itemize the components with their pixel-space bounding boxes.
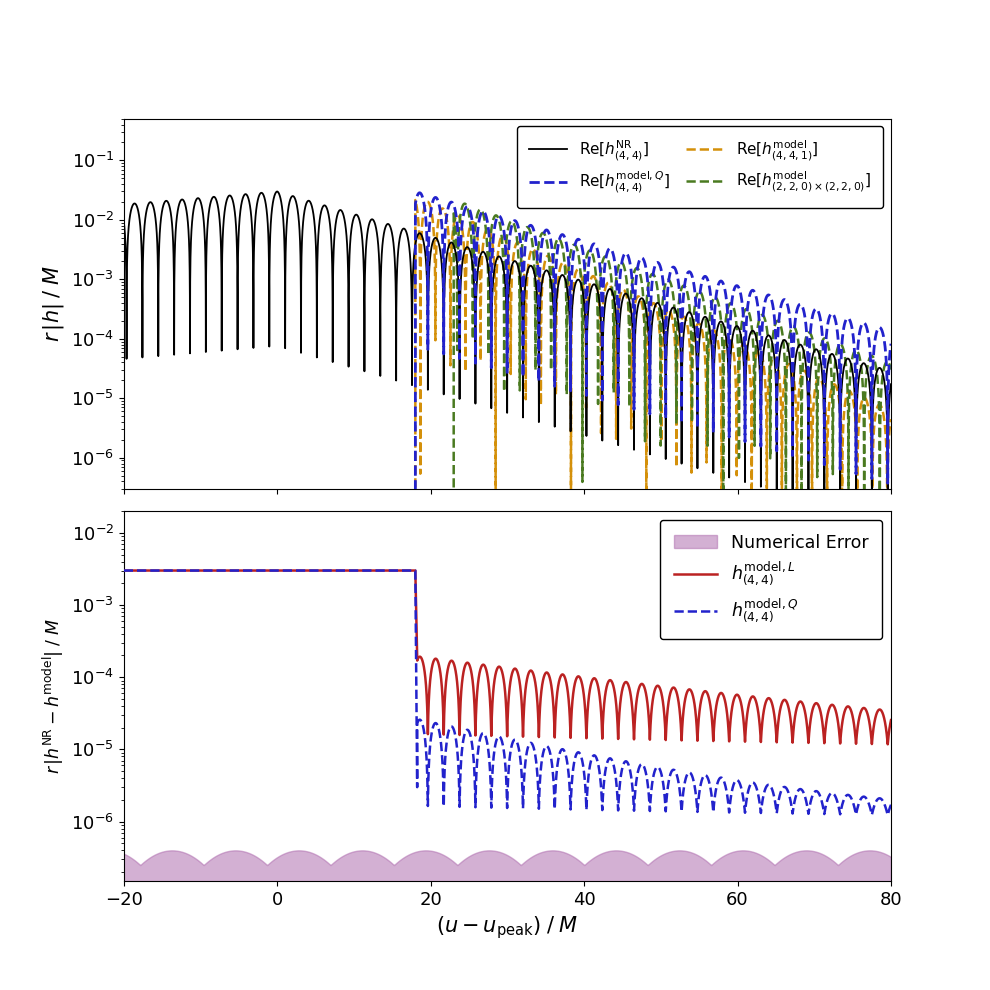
Line: $\mathrm{Re}[h^{\mathrm{NR}}_{(4,4)}]$: $\mathrm{Re}[h^{\mathrm{NR}}_{(4,4)}]$ <box>124 191 891 524</box>
$\mathrm{Re}[h^{\mathrm{model}}_{(2,2,0)\times(2,2,0)}]$ <box>522 221 534 233</box>
$h^{\mathrm{model},L}_{(4,4)}$ <box>885 714 897 726</box>
$\mathrm{Re}[h^{\mathrm{model}}_{(4,4,1)}]$ <box>584 275 596 287</box>
$\mathrm{Re}[h^{\mathrm{NR}}_{(4,4)}]$ <box>885 378 897 390</box>
$h^{\mathrm{model},Q}_{(4,4)}$ <box>522 742 534 754</box>
$\mathrm{Re}[h^{\mathrm{model},Q}_{(4,4)}]$ <box>522 225 534 237</box>
$\mathrm{Re}[h^{\mathrm{model},Q}_{(4,4)}]$ <box>511 217 523 229</box>
$h^{\mathrm{model},L}_{(4,4)}$ <box>584 681 596 693</box>
Line: $h^{\mathrm{model},L}_{(4,4)}$: $h^{\mathrm{model},L}_{(4,4)}$ <box>124 570 891 744</box>
$\mathrm{Re}[h^{\mathrm{model},Q}_{(4,4)}]$ <box>584 246 596 257</box>
$\mathrm{Re}[h^{\mathrm{NR}}_{(4,4)}]$ <box>584 286 596 298</box>
$h^{\mathrm{model},Q}_{(4,4)}$ <box>584 757 596 769</box>
$\mathrm{Re}[h^{\mathrm{model},Q}_{(4,4)}]$ <box>885 338 897 349</box>
$h^{\mathrm{model},L}_{(4,4)}$ <box>118 564 130 576</box>
$h^{\mathrm{model},Q}_{(4,4)}$ <box>316 564 328 576</box>
$h^{\mathrm{model},Q}_{(4,4)}$ <box>885 799 897 811</box>
$\mathrm{Re}[h^{\mathrm{model}}_{(4,4,1)}]$ <box>410 194 422 206</box>
$h^{\mathrm{model},Q}_{(4,4)}$ <box>232 564 244 576</box>
$h^{\mathrm{model},L}_{(4,4)}$ <box>158 564 170 576</box>
Line: $\mathrm{Re}[h^{\mathrm{model}}_{(4,4,1)}]$: $\mathrm{Re}[h^{\mathrm{model}}_{(4,4,1)… <box>124 200 891 990</box>
$\mathrm{Re}[h^{\mathrm{model}}_{(2,2,0)\times(2,2,0)}]$ <box>458 198 470 210</box>
Y-axis label: $r\,|h^{\mathrm{NR}} - h^{\mathrm{model}}|\;/\;M$: $r\,|h^{\mathrm{NR}} - h^{\mathrm{model}… <box>41 619 65 774</box>
$h^{\mathrm{model},L}_{(4,4)}$ <box>410 564 422 576</box>
Y-axis label: $r\,|h|\;/\;M$: $r\,|h|\;/\;M$ <box>41 265 65 343</box>
$\mathrm{Re}[h^{\mathrm{NR}}_{(4,4)}]$ <box>118 215 130 227</box>
X-axis label: $(u - u_{\mathrm{peak}})\;/\;M$: $(u - u_{\mathrm{peak}})\;/\;M$ <box>437 915 578 941</box>
Line: $\mathrm{Re}[h^{\mathrm{model},Q}_{(4,4)}]$: $\mathrm{Re}[h^{\mathrm{model},Q}_{(4,4)… <box>124 193 891 990</box>
$h^{\mathrm{model},L}_{(4,4)}$ <box>882 739 894 750</box>
$h^{\mathrm{model},Q}_{(4,4)}$ <box>882 809 894 821</box>
$\mathrm{Re}[h^{\mathrm{model}}_{(2,2,0)\times(2,2,0)}]$ <box>885 363 897 375</box>
$h^{\mathrm{model},L}_{(4,4)}$ <box>316 564 328 576</box>
$h^{\mathrm{model},Q}_{(4,4)}$ <box>410 564 422 576</box>
$\mathrm{Re}[h^{\mathrm{model}}_{(2,2,0)\times(2,2,0)}]$ <box>584 245 596 256</box>
$\mathrm{Re}[h^{\mathrm{NR}}_{(4,4)}]$ <box>158 197 170 209</box>
$\mathrm{Re}[h^{\mathrm{NR}}_{(4,4)}]$ <box>882 518 894 530</box>
Line: $\mathrm{Re}[h^{\mathrm{model}}_{(2,2,0)\times(2,2,0)}]$: $\mathrm{Re}[h^{\mathrm{model}}_{(2,2,0)… <box>124 204 891 990</box>
$h^{\mathrm{model},L}_{(4,4)}$ <box>232 564 244 576</box>
$h^{\mathrm{model},Q}_{(4,4)}$ <box>511 736 523 747</box>
$\mathrm{Re}[h^{\mathrm{NR}}_{(4,4)}]$ <box>232 344 244 355</box>
$\mathrm{Re}[h^{\mathrm{NR}}_{(4,4)}]$ <box>271 185 283 197</box>
$\mathrm{Re}[h^{\mathrm{model}}_{(4,4,1)}]$ <box>885 413 897 425</box>
Legend: Numerical Error, $h^{\mathrm{model},L}_{(4,4)}$, $h^{\mathrm{model},Q}_{(4,4)}$: Numerical Error, $h^{\mathrm{model},L}_{… <box>659 520 882 640</box>
$h^{\mathrm{model},L}_{(4,4)}$ <box>511 664 523 676</box>
$h^{\mathrm{model},Q}_{(4,4)}$ <box>118 564 130 576</box>
$\mathrm{Re}[h^{\mathrm{NR}}_{(4,4)}]$ <box>522 265 534 277</box>
$\mathrm{Re}[h^{\mathrm{NR}}_{(4,4)}]$ <box>511 256 523 268</box>
$\mathrm{Re}[h^{\mathrm{model},Q}_{(4,4)}]$ <box>414 187 426 199</box>
$h^{\mathrm{model},L}_{(4,4)}$ <box>522 671 534 683</box>
$h^{\mathrm{model},Q}_{(4,4)}$ <box>158 564 170 576</box>
$\mathrm{Re}[h^{\mathrm{model}}_{(2,2,0)\times(2,2,0)}]$ <box>511 231 523 243</box>
$\mathrm{Re}[h^{\mathrm{model}}_{(4,4,1)}]$ <box>522 267 534 279</box>
Line: $h^{\mathrm{model},Q}_{(4,4)}$: $h^{\mathrm{model},Q}_{(4,4)}$ <box>124 570 891 815</box>
Legend: $\mathrm{Re}[h^{\mathrm{NR}}_{(4,4)}]$, $\mathrm{Re}[h^{\mathrm{model},Q}_{(4,4): $\mathrm{Re}[h^{\mathrm{NR}}_{(4,4)}]$, … <box>517 127 883 208</box>
$\mathrm{Re}[h^{\mathrm{model}}_{(4,4,1)}]$ <box>511 238 523 249</box>
$\mathrm{Re}[h^{\mathrm{NR}}_{(4,4)}]$ <box>317 202 329 214</box>
